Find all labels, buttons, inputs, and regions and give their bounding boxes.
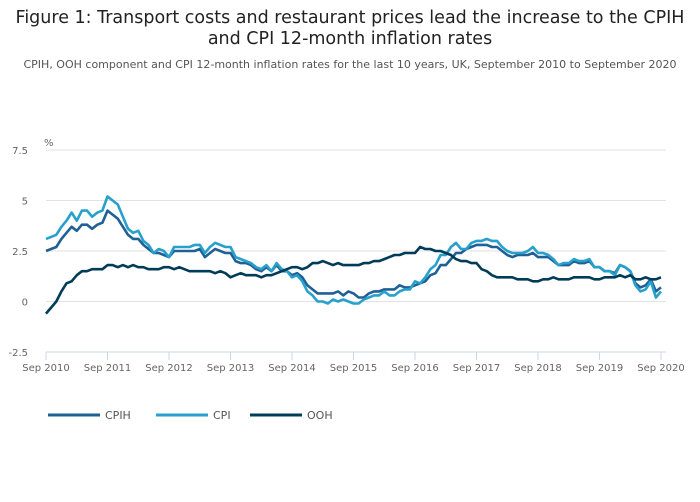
x-tick-label: Sep 2012 bbox=[145, 363, 192, 374]
series-line-cpih bbox=[45, 209, 662, 299]
y-tick-label: 5 bbox=[22, 197, 28, 208]
legend-item-ooh[interactable]: OOH bbox=[250, 409, 333, 422]
y-tick-label: 7.5 bbox=[12, 146, 28, 157]
y-tick-label: 0 bbox=[22, 298, 28, 309]
x-tick-label: Sep 2019 bbox=[576, 363, 623, 374]
x-tick-label: Sep 2016 bbox=[391, 363, 438, 374]
legend-label: CPI bbox=[213, 409, 231, 422]
x-tick-label: Sep 2010 bbox=[22, 363, 69, 374]
y-tick-label: -2.5 bbox=[8, 348, 28, 359]
x-tick-label: Sep 2014 bbox=[268, 363, 315, 374]
chart-subtitle: CPIH, OOH component and CPI 12-month inf… bbox=[23, 58, 677, 71]
y-tick-label: 2.5 bbox=[12, 247, 28, 258]
x-tick-label: Sep 2017 bbox=[453, 363, 500, 374]
x-tick-label: Sep 2011 bbox=[84, 363, 131, 374]
legend-item-cpi[interactable]: CPI bbox=[156, 409, 231, 422]
x-tick-label: Sep 2015 bbox=[330, 363, 377, 374]
series-line-cpi bbox=[45, 195, 662, 305]
x-tick-label: Sep 2013 bbox=[207, 363, 254, 374]
legend-label: OOH bbox=[307, 409, 333, 422]
legend-label: CPIH bbox=[105, 409, 131, 422]
y-axis-label: % bbox=[44, 138, 54, 149]
x-tick-label: Sep 2020 bbox=[637, 363, 684, 374]
x-tick-label: Sep 2018 bbox=[514, 363, 561, 374]
series-line-ooh bbox=[45, 245, 662, 315]
legend-item-cpih[interactable]: CPIH bbox=[48, 409, 131, 422]
chart-title: Figure 1: Transport costs and restaurant… bbox=[15, 8, 685, 49]
